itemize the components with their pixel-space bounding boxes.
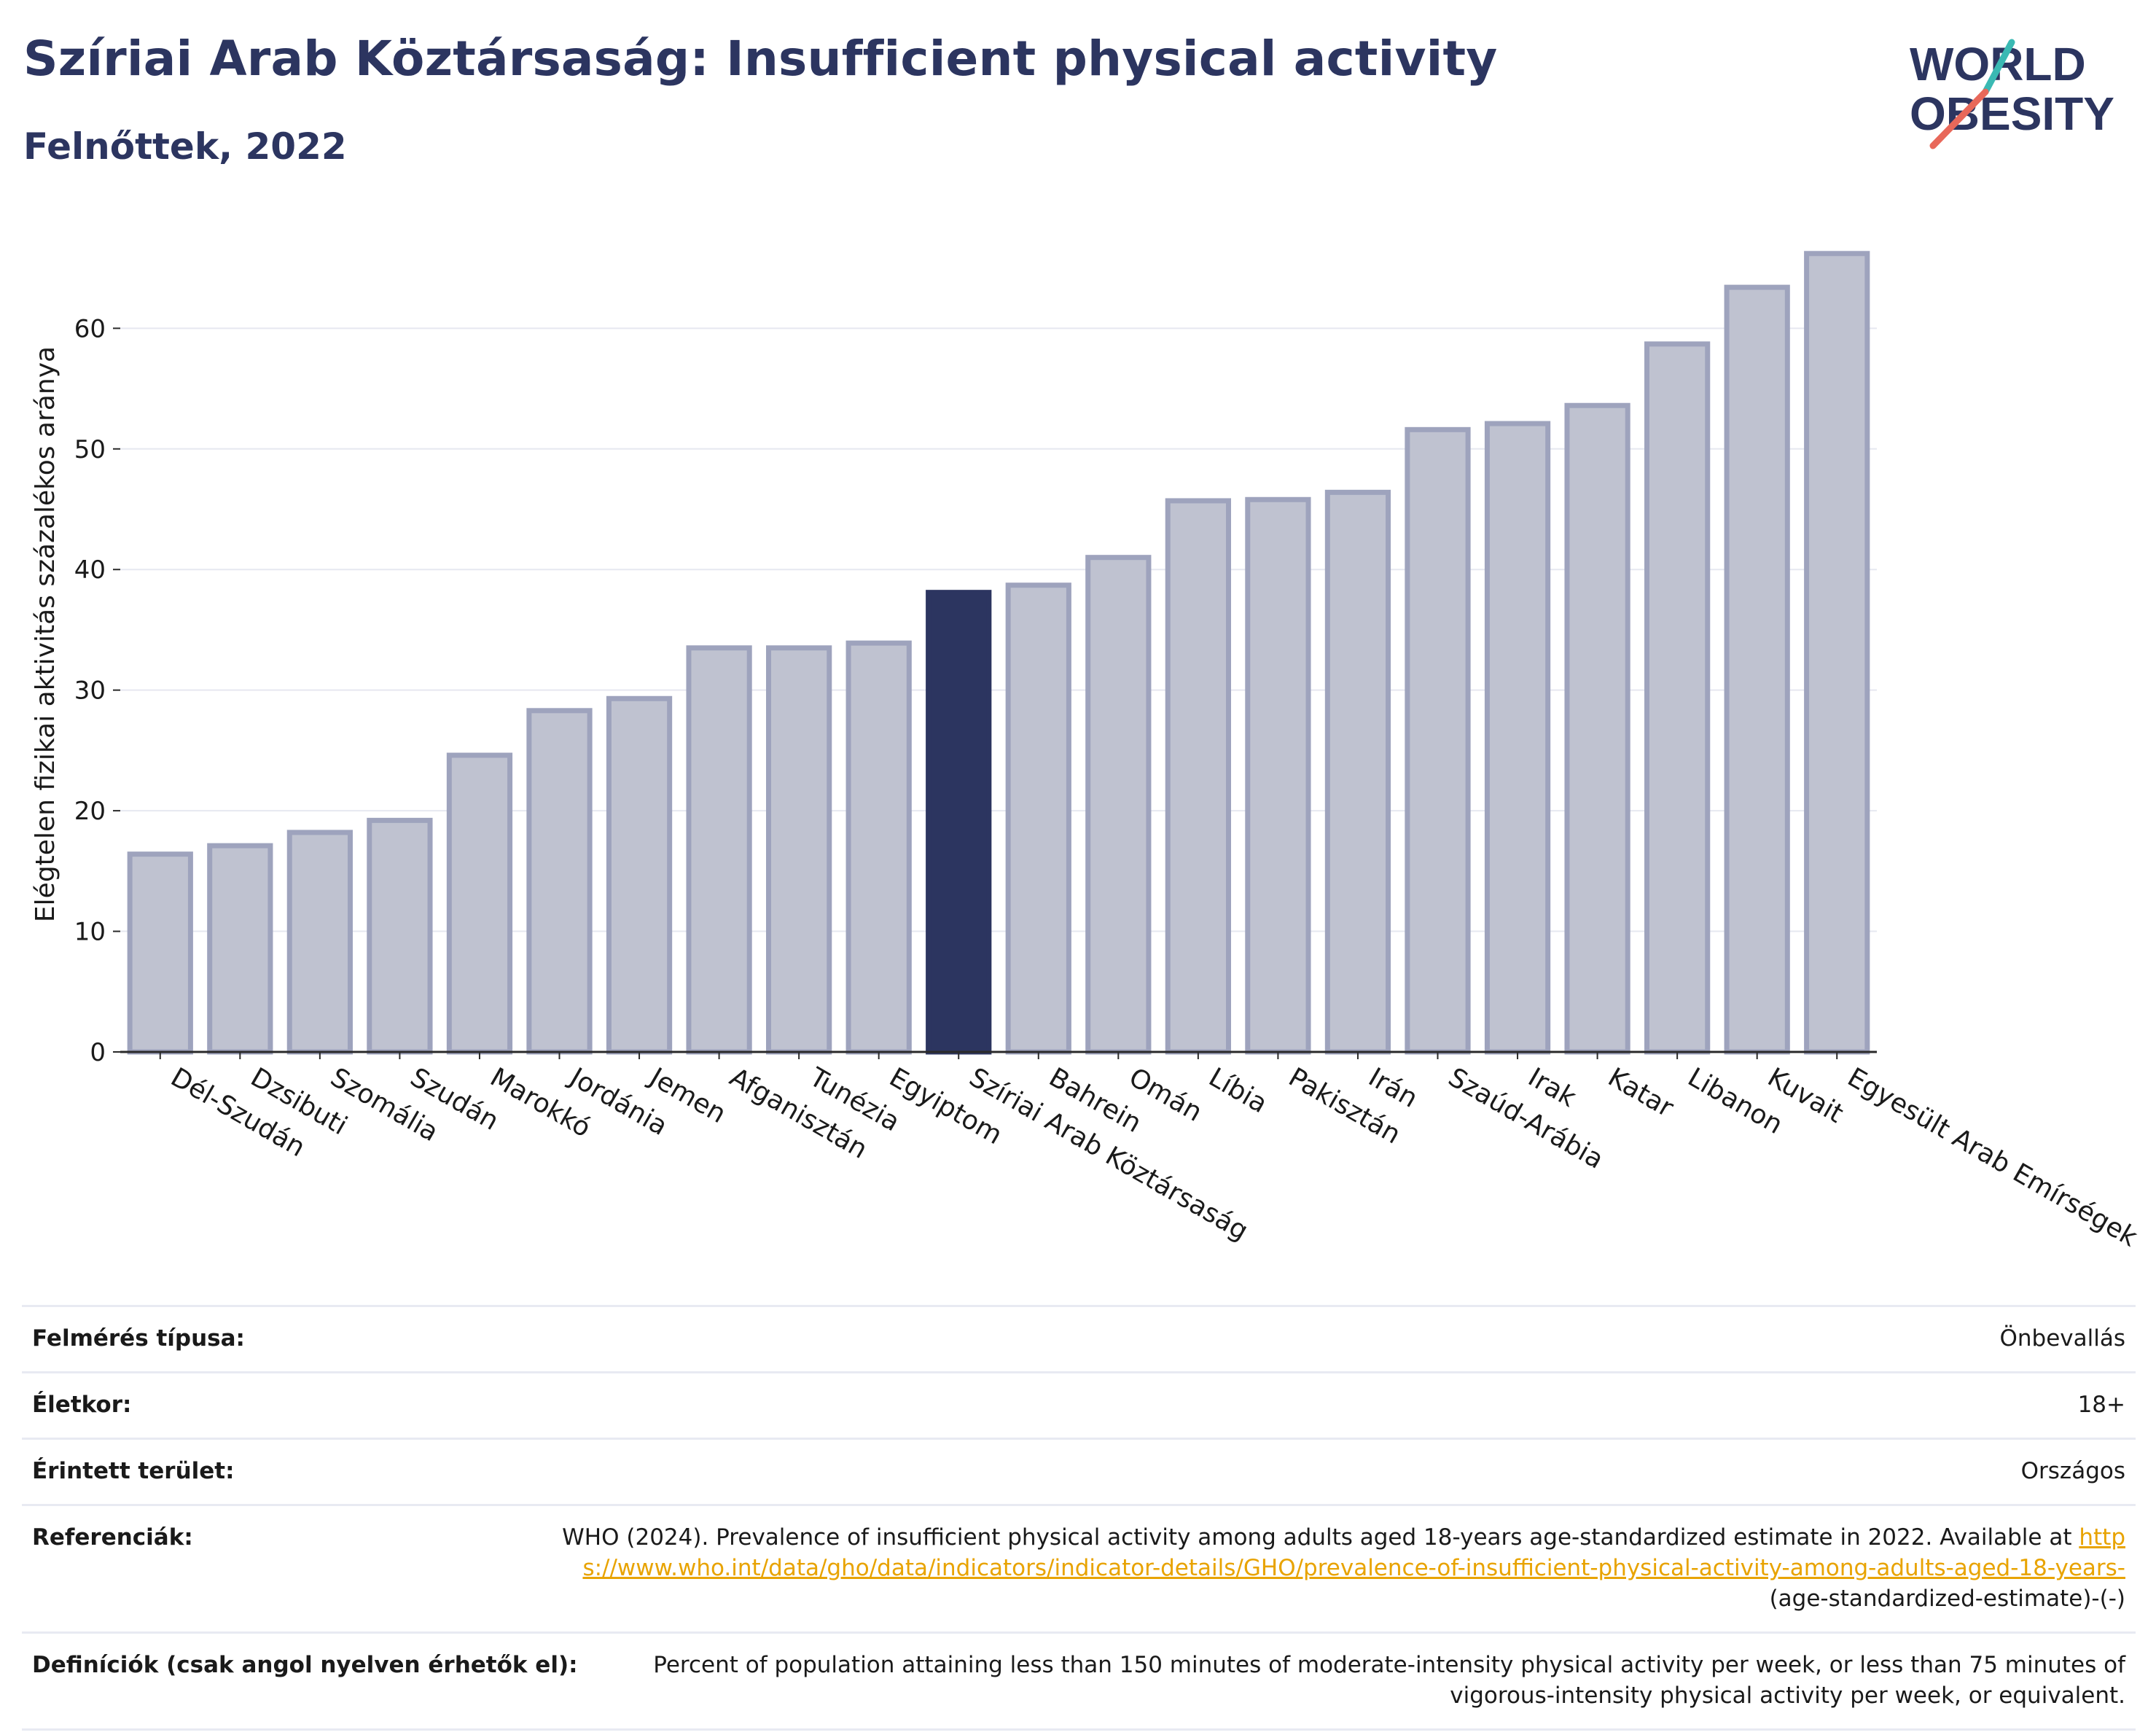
bar-chart: 0102030405060Dél-SzudánDzsibutiSzomáliaS… xyxy=(31,251,2143,1253)
bar xyxy=(845,640,912,1055)
chart-subtitle: Felnőttek, 2022 xyxy=(23,125,347,168)
chart-title: Szíriai Arab Köztársaság: Insufficient p… xyxy=(23,31,1498,87)
bar xyxy=(207,843,273,1055)
y-tick-label: 20 xyxy=(74,797,106,826)
bar xyxy=(367,817,433,1055)
y-axis-label: Elégtelen fizikai aktivitás százalékos a… xyxy=(31,346,60,922)
logo-slash-teal xyxy=(1982,39,2015,95)
bar xyxy=(446,752,513,1055)
meta-value-survey-type: Önbevallás xyxy=(1999,1325,2125,1352)
bar xyxy=(127,851,193,1055)
metadata-table: Felmérés típusa: Önbevallás Életkor: 18+… xyxy=(22,1305,2136,1731)
meta-label-area: Érintett terület: xyxy=(32,1458,235,1484)
y-tick-label: 50 xyxy=(74,435,106,464)
bar xyxy=(526,708,593,1055)
bar xyxy=(606,695,673,1055)
reference-link[interactable]: https://www.who.int/data/gho/data/indica… xyxy=(582,1524,2125,1581)
x-tick-label: Líbia xyxy=(1203,1062,1272,1119)
meta-value-area: Országos xyxy=(2020,1458,2125,1484)
meta-row-area: Érintett terület: Országos xyxy=(22,1438,2136,1504)
bars xyxy=(127,251,1870,1055)
y-tick-label: 40 xyxy=(74,555,106,585)
x-tick-label: Szaúd-Arábia xyxy=(1443,1062,1609,1175)
meta-label-age: Életkor: xyxy=(32,1392,132,1418)
axes xyxy=(113,327,1877,1059)
y-tick-label: 60 xyxy=(74,314,106,343)
bar xyxy=(1324,489,1391,1055)
x-tick-label: Katar xyxy=(1603,1062,1679,1123)
y-tick-label: 10 xyxy=(74,918,106,947)
y-tick-label: 0 xyxy=(90,1038,106,1067)
reference-text: WHO (2024). Prevalence of insufficient p… xyxy=(562,1524,2072,1551)
x-tick-label: Egyesült Arab Emírségek xyxy=(1843,1062,2143,1252)
bar xyxy=(686,645,752,1055)
meta-label-survey-type: Felmérés típusa: xyxy=(32,1325,245,1352)
meta-row-definitions: Definíciók (csak angol nyelven érhetők e… xyxy=(22,1631,2136,1731)
bar xyxy=(1005,582,1071,1055)
bar xyxy=(1405,426,1471,1055)
meta-row-survey-type: Felmérés típusa: Önbevallás xyxy=(22,1305,2136,1371)
meta-label-references: Referenciák: xyxy=(32,1524,193,1551)
bar xyxy=(1484,421,1551,1055)
meta-row-references: Referenciák: WHO (2024). Prevalence of i… xyxy=(22,1504,2136,1631)
reference-suffix: (age-standardized-estimate)-(-) xyxy=(1769,1586,2125,1612)
meta-value-definitions: Percent of population attaining less tha… xyxy=(653,1652,2125,1709)
bar xyxy=(1724,284,1790,1055)
logo-slash-orange xyxy=(1929,88,1989,149)
bar xyxy=(1804,251,1870,1055)
bar xyxy=(1085,555,1152,1055)
bar xyxy=(766,645,832,1055)
bar xyxy=(286,830,353,1055)
bar-highlight xyxy=(926,590,992,1055)
meta-value-references: WHO (2024). Prevalence of insufficient p… xyxy=(558,1522,2125,1614)
bar xyxy=(1245,496,1311,1055)
bar xyxy=(1644,341,1711,1055)
meta-label-definitions: Definíciók (csak angol nyelven érhetők e… xyxy=(32,1652,578,1678)
meta-value-age: 18+ xyxy=(2077,1392,2125,1418)
bar xyxy=(1165,498,1231,1055)
bar xyxy=(1564,402,1630,1055)
y-tick-label: 30 xyxy=(74,677,106,706)
world-obesity-logo: WORLD OBESITY xyxy=(1910,38,2114,149)
meta-row-age: Életkor: 18+ xyxy=(22,1371,2136,1438)
